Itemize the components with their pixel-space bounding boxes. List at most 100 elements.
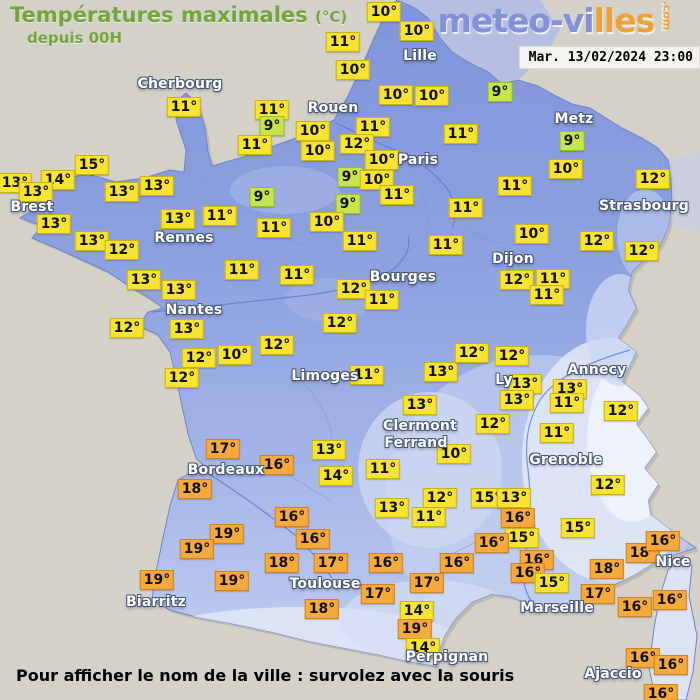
temp-label: 10° — [436, 444, 472, 464]
temp-label: 15° — [534, 573, 570, 593]
temp-label: 15° — [504, 528, 540, 548]
temp-label: 13° — [160, 209, 196, 229]
temp-label: 10° — [295, 121, 331, 141]
temp-label: 13° — [161, 280, 197, 300]
temp-label: 16° — [368, 553, 404, 573]
site-logo[interactable]: meteo-villes .com — [438, 1, 683, 40]
temp-label: 19° — [209, 524, 245, 544]
temp-label: 12° — [322, 313, 358, 333]
city-label: Bourges — [369, 269, 437, 285]
temp-label: 14° — [399, 601, 435, 621]
temp-label: 10° — [366, 2, 402, 22]
temp-label: 13° — [169, 319, 205, 339]
temp-label: 10° — [335, 60, 371, 80]
temp-label: 15° — [560, 518, 596, 538]
city-label: Lille — [403, 48, 437, 64]
temp-label: 11° — [279, 265, 315, 285]
temp-label: 13° — [499, 390, 535, 410]
temp-label: 13° — [104, 182, 140, 202]
temp-label: 13° — [126, 270, 162, 290]
temp-label: 12° — [104, 240, 140, 260]
temp-label: 16° — [500, 508, 536, 528]
logo-dotcom: .com — [660, 0, 674, 31]
temp-label: 16° — [439, 553, 475, 573]
corsica-island[interactable] — [648, 555, 698, 700]
temp-label: 16° — [259, 455, 295, 475]
temp-label: 14° — [405, 638, 441, 658]
city-label: Biarritz — [126, 594, 186, 610]
temp-label: 11° — [224, 260, 260, 280]
temp-label: 10° — [378, 85, 414, 105]
temp-label: 13° — [139, 176, 175, 196]
temp-label: 19° — [179, 539, 215, 559]
footer-hint: Pour afficher le nom de la ville : survo… — [16, 666, 515, 685]
temp-label: 17° — [313, 553, 349, 573]
rhine-east-region — [668, 152, 700, 232]
temp-label: 16° — [295, 529, 331, 549]
temp-label: 12° — [579, 231, 615, 251]
temp-label: 10° — [364, 150, 400, 170]
temp-label: 11° — [448, 198, 484, 218]
city-label: Perpignan — [405, 649, 489, 665]
city-label: Strasbourg — [599, 198, 689, 214]
temp-label: 11° — [549, 393, 585, 413]
temp-label: 12° — [475, 414, 511, 434]
temp-label: 12° — [454, 343, 490, 363]
temp-label: 11° — [342, 231, 378, 251]
river-loire — [151, 235, 410, 313]
city-label: Paris — [397, 152, 439, 168]
temp-label: 15° — [470, 488, 506, 508]
temp-label: 11° — [497, 176, 533, 196]
temp-label: 11° — [325, 32, 361, 52]
temp-label: 13° — [74, 231, 110, 251]
page-subtitle: depuis 00H — [27, 29, 123, 47]
temp-label: 12° — [339, 134, 375, 154]
temp-label: 11° — [365, 459, 401, 479]
temp-label: 17° — [409, 573, 445, 593]
temp-label: 13° — [496, 488, 532, 508]
temp-label: 10° — [300, 141, 336, 161]
temp-label: 12° — [635, 169, 671, 189]
temp-label: 10° — [514, 224, 550, 244]
temp-label: 9° — [487, 82, 513, 102]
temp-label: 16° — [274, 507, 310, 527]
page-title: Températures maximales (°C) — [10, 3, 347, 27]
temp-label: 9° — [249, 187, 275, 207]
city-label: Brest — [10, 199, 54, 215]
temp-label: 14° — [318, 466, 354, 486]
city-label: Nice — [655, 554, 691, 570]
temp-label: 18° — [304, 599, 340, 619]
temp-label: 11° — [364, 290, 400, 310]
city-label: Ly — [495, 372, 513, 388]
temp-label: 13° — [423, 362, 459, 382]
city-label: Cherbourg — [137, 76, 223, 92]
temp-label: 16° — [474, 533, 510, 553]
temp-label: 12° — [499, 270, 535, 290]
temp-label: 16° — [625, 648, 661, 668]
city-label: Marseille — [520, 600, 594, 616]
temp-label: 9° — [337, 167, 363, 187]
temp-label: 12° — [181, 348, 217, 368]
temp-label: 16° — [653, 655, 689, 675]
temp-label: 12° — [494, 346, 530, 366]
temp-label: 13° — [18, 182, 54, 202]
temp-label: 11° — [349, 365, 385, 385]
temp-label: 11° — [529, 285, 565, 305]
temp-label: 11° — [443, 124, 479, 144]
temp-label: 12° — [624, 241, 660, 261]
temp-label: 19° — [214, 571, 250, 591]
temp-label: 12° — [164, 368, 200, 388]
city-label: Bordeaux — [187, 462, 265, 478]
temp-label: 16° — [643, 684, 679, 700]
temp-label: 16° — [617, 597, 653, 617]
temp-label: 17° — [360, 584, 396, 604]
temp-label: 17° — [205, 439, 241, 459]
temp-label: 10° — [414, 86, 450, 106]
city-label: Grenoble — [529, 452, 603, 468]
datetime-badge: Mar. 13/02/2024 23:00 — [518, 46, 700, 69]
title-text: Températures maximales — [10, 3, 308, 27]
temp-label: 12° — [422, 488, 458, 508]
temp-label: 19° — [397, 619, 433, 639]
temp-label: 17° — [580, 584, 616, 604]
temp-label: 11° — [166, 97, 202, 117]
